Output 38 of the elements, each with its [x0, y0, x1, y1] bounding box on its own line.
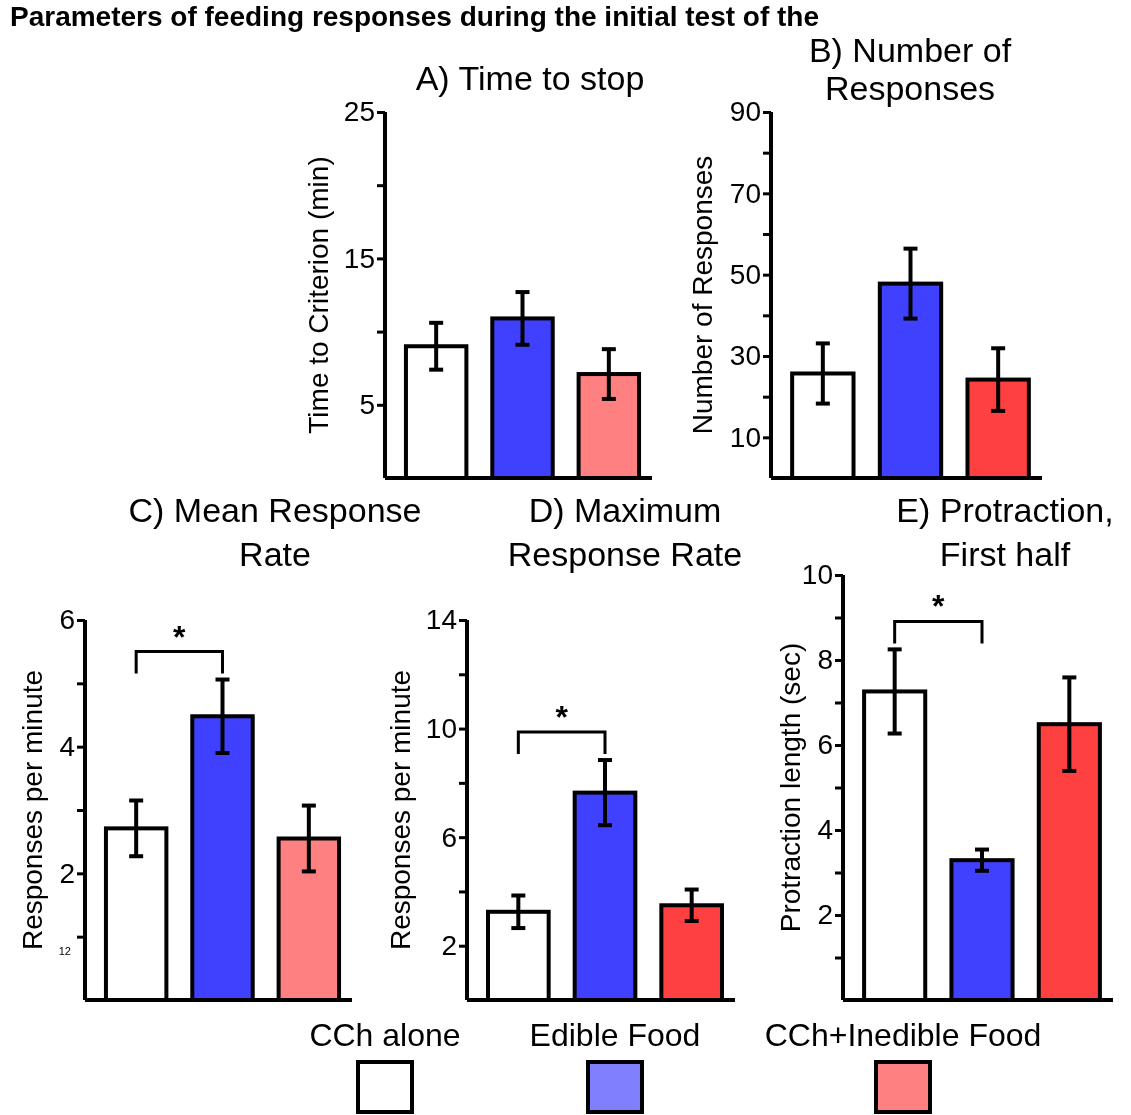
y-axis-title: Protraction length (sec) [774, 642, 806, 933]
y-axis-title: Time to Criterion (min) [302, 156, 334, 434]
y-tick-label: 2 [817, 899, 833, 931]
annotation: * [932, 588, 946, 625]
y-tick-label: 10 [801, 559, 833, 591]
category-label: CCh alone [309, 1017, 461, 1053]
chart-title: B) Number of Responses [808, 31, 1012, 107]
y-tick-label: 5 [359, 389, 375, 421]
y-tick-label: 2 [59, 857, 75, 889]
y-tick-label: 90 [729, 96, 761, 128]
y-axis-title: Number of Responses [686, 155, 718, 435]
y-tick-label: 30 [729, 340, 761, 372]
y-tick-label: 4 [59, 731, 75, 763]
annotation: * [555, 699, 569, 736]
y-tick-label: 70 [729, 177, 761, 209]
chart-title: C) Mean Response Rate [128, 491, 422, 573]
y-tick-label: 50 [729, 259, 761, 291]
annotation: * [173, 618, 187, 655]
y-tick-label: 6 [441, 821, 457, 853]
y-tick-label: 6 [817, 729, 833, 761]
y-tick-label: 2 [441, 930, 457, 962]
chart-title: Parameters of feeding responses during the initial test of the [10, 1, 820, 32]
category-label: CCh+Inedible Food [764, 1017, 1042, 1053]
y-tick-label: 14 [425, 604, 457, 636]
y-tick-label: 4 [817, 814, 833, 846]
y-tick-label: 10 [425, 713, 457, 745]
chart-title: D) Maximum Response Rate [507, 491, 743, 573]
y-tick-label: 15 [343, 242, 375, 274]
y-tick-label: 25 [343, 96, 375, 128]
y-tick-label: 8 [817, 644, 833, 676]
text: 12 [58, 945, 71, 957]
y-axis-title: Responses per minute [16, 669, 48, 951]
y-axis-title: Responses per minute [384, 669, 416, 951]
chart-title: E) Protraction, First half [896, 491, 1114, 573]
y-tick-label: 6 [59, 604, 75, 636]
chart-subtitle: A) Time to stop [415, 59, 645, 97]
y-tick-label: 10 [729, 421, 761, 453]
category-label: Edible Food [529, 1017, 701, 1053]
